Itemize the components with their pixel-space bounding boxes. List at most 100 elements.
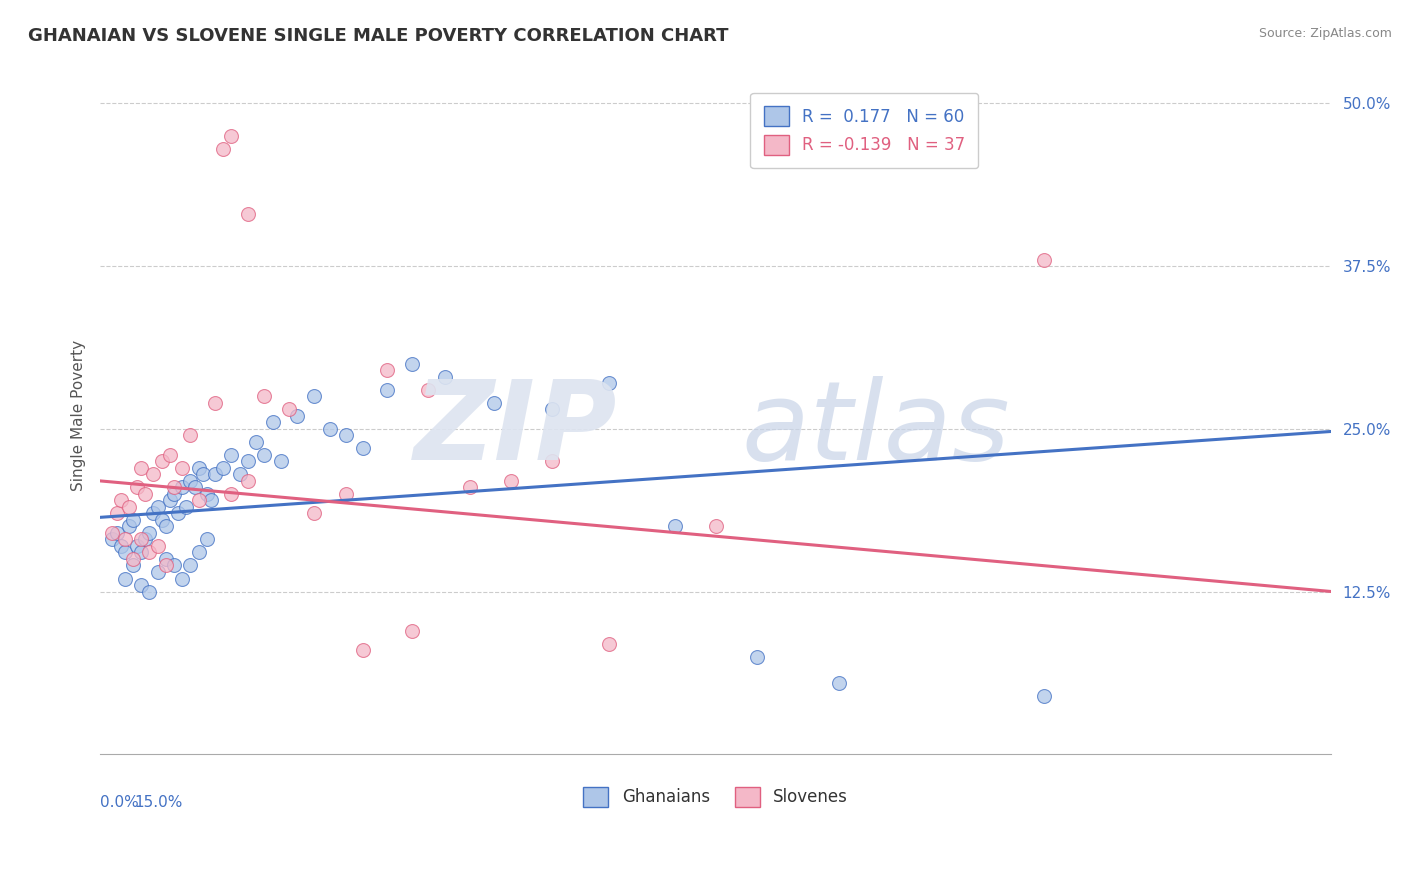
Point [183,480,205,494]
Point [150,454,173,468]
Point [179,428,201,442]
Point [200,493,222,508]
Point [236,207,259,221]
Point [828,675,851,690]
Point [302,389,325,403]
Point [172,461,194,475]
Point [122,558,145,573]
Point [187,545,209,559]
Point [335,428,357,442]
Point [125,539,148,553]
Point [191,467,214,482]
Point [187,461,209,475]
Point [114,533,136,547]
Point [236,474,259,488]
Point [236,454,259,468]
Point [172,572,194,586]
Point [458,480,481,494]
Text: atlas: atlas [741,376,1010,483]
Point [245,434,267,449]
Point [155,519,177,533]
Point [212,461,235,475]
Point [163,480,186,494]
Point [159,493,181,508]
Point [418,383,440,397]
Point [277,402,299,417]
Point [155,558,177,573]
Point [228,467,250,482]
Y-axis label: Single Male Poverty: Single Male Poverty [72,340,86,491]
Text: 0.0%: 0.0% [100,795,139,810]
Point [125,480,148,494]
Point [172,480,194,494]
Point [110,493,132,508]
Point [146,539,169,553]
Text: Source: ZipAtlas.com: Source: ZipAtlas.com [1258,27,1392,40]
Point [221,128,243,143]
Point [146,565,169,579]
Point [212,142,235,156]
Point [110,539,132,553]
Point [540,402,562,417]
Point [101,525,124,540]
Point [163,487,186,501]
Point [377,383,399,397]
Point [176,500,198,514]
Point [352,442,374,456]
Point [302,507,325,521]
Point [179,474,201,488]
Point [105,507,128,521]
Point [150,513,173,527]
Point [499,474,522,488]
Point [377,363,399,377]
Point [195,487,218,501]
Point [159,448,181,462]
Point [118,519,141,533]
Point [352,643,374,657]
Point [745,649,768,664]
Point [105,525,128,540]
Point [118,500,141,514]
Point [129,545,152,559]
Point [138,525,160,540]
Point [253,389,276,403]
Point [167,507,190,521]
Point [155,552,177,566]
Point [401,624,423,638]
Point [1033,689,1056,703]
Point [253,448,276,462]
Point [285,409,308,423]
Point [270,454,292,468]
Point [142,507,165,521]
Point [1033,252,1056,267]
Point [540,454,562,468]
Point [146,500,169,514]
Point [221,487,243,501]
Point [129,461,152,475]
Point [401,357,423,371]
Point [319,422,342,436]
Point [134,533,156,547]
Point [114,545,136,559]
Point [138,584,160,599]
Point [142,467,165,482]
Text: GHANAIAN VS SLOVENE SINGLE MALE POVERTY CORRELATION CHART: GHANAIAN VS SLOVENE SINGLE MALE POVERTY … [28,27,728,45]
Point [204,396,226,410]
Point [187,493,209,508]
Point [262,415,284,429]
Point [129,578,152,592]
Point [704,519,727,533]
Point [433,369,456,384]
Point [122,552,145,566]
Text: 15.0%: 15.0% [134,795,183,810]
Point [122,513,145,527]
Point [482,396,505,410]
Text: ZIP: ZIP [413,376,617,483]
Point [163,558,186,573]
Point [221,448,243,462]
Point [114,572,136,586]
Point [179,558,201,573]
Point [134,487,156,501]
Point [101,533,124,547]
Point [598,376,620,391]
